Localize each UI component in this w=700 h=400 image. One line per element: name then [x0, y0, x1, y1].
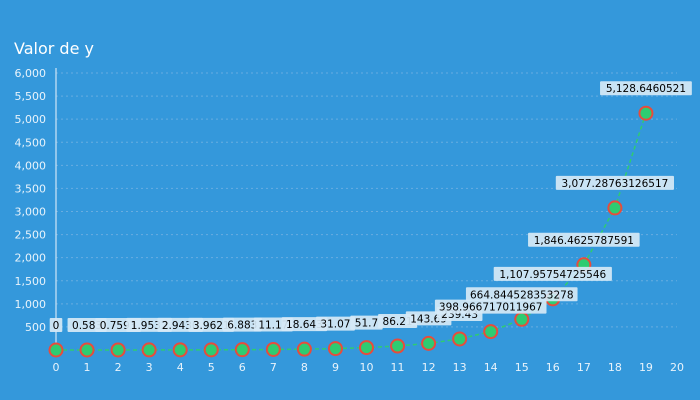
data-label: 1,107.95754725546 [499, 269, 606, 281]
y-tick-label: 500 [25, 321, 46, 334]
data-point [452, 331, 468, 347]
data-label-box [350, 315, 383, 330]
x-tick-label: 20 [670, 361, 684, 374]
data-label: 31.07 [320, 319, 350, 331]
x-tick-label: 7 [270, 361, 277, 374]
x-tick-label: 6 [239, 361, 246, 374]
x-tick-label: 3 [146, 361, 153, 374]
data-point [483, 324, 499, 340]
data-point [390, 338, 406, 354]
x-tick-label: 12 [422, 361, 436, 374]
x-tick-label: 1 [84, 361, 91, 374]
data-label: 664.844528353278 [470, 289, 574, 301]
data-point [327, 341, 343, 357]
x-tick-label: 10 [360, 361, 374, 374]
x-tick-label: 15 [515, 361, 529, 374]
y-tick-label: 1,000 [15, 298, 47, 311]
data-point [172, 342, 188, 358]
data-point [110, 342, 126, 358]
data-label-box [600, 81, 692, 96]
x-tick-label: 11 [391, 361, 405, 374]
data-label: 6.883 [227, 320, 257, 332]
x-tick-label: 4 [177, 361, 184, 374]
x-tick-label: 5 [208, 361, 215, 374]
data-label-box [465, 287, 578, 302]
y-tick-label: 1,500 [15, 275, 47, 288]
data-point [48, 342, 64, 358]
data-point [79, 342, 95, 358]
data-label: 11.17 [258, 319, 288, 331]
y-tick-label: 3,500 [15, 182, 47, 195]
data-point [265, 341, 281, 357]
data-label: 1,846.4625787591 [534, 235, 634, 247]
y-tick-label: 5,000 [15, 113, 47, 126]
data-point [638, 105, 654, 121]
data-label: 3,077.28763126517 [561, 178, 668, 190]
data-label: 51.7 [355, 318, 378, 330]
x-tick-label: 14 [484, 361, 498, 374]
chart-title: Valor de y [14, 39, 94, 58]
data-label-box [315, 316, 355, 331]
x-tick-label: 9 [332, 361, 339, 374]
data-point [607, 200, 623, 216]
data-label: 3.9621 [193, 320, 230, 332]
y-tick-label: 2,000 [15, 252, 47, 265]
data-label-box [49, 318, 63, 332]
data-point [359, 340, 374, 356]
data-label-box [188, 317, 235, 332]
y-tick-label: 2,500 [15, 229, 47, 242]
y-axis: 500 1,000 1,500 2,000 2,500 3,000 3,500 4,000 4,… [15, 67, 47, 334]
data-label-box [528, 232, 640, 247]
grid-layer [56, 72, 677, 328]
x-tick-label: 8 [301, 361, 308, 374]
data-label: 5,128.6460521 [606, 83, 686, 95]
x-tick-label: 17 [577, 361, 591, 374]
data-point [296, 341, 312, 357]
y-tick-label: 6,000 [15, 67, 47, 80]
data-label-box [493, 266, 612, 281]
x-tick-label: 16 [546, 361, 560, 374]
data-label: 18.643 [286, 319, 323, 331]
data-label-box [555, 175, 674, 190]
data-point [234, 342, 250, 358]
data-point [203, 342, 219, 358]
x-tick-label: 13 [453, 361, 467, 374]
data-point [421, 335, 437, 351]
y-tick-label: 3,000 [15, 206, 47, 219]
y-tick-label: 5,500 [15, 90, 47, 103]
x-tick-label: 18 [608, 361, 622, 374]
x-tick-label: 19 [639, 361, 653, 374]
x-tick-label: 2 [115, 361, 122, 374]
data-points [48, 105, 654, 358]
x-tick-label: 0 [53, 361, 60, 374]
data-label: 0.583 [72, 320, 102, 332]
x-axis: 0 1 2 3 4 5 6 7 8 9 10 11 12 13 14 15 16 17 18 19 20 [53, 361, 685, 374]
y-tick-label: 4,500 [15, 136, 47, 149]
data-label-box [434, 299, 547, 314]
data-label: 0 [53, 320, 60, 332]
data-point [141, 342, 157, 358]
data-point [514, 311, 530, 327]
data-label: 86.21 [383, 316, 413, 328]
data-label: 398.966717011967 [439, 302, 543, 314]
y-tick-label: 4,000 [15, 159, 47, 172]
data-label-box [222, 317, 262, 332]
series-line [56, 112, 647, 351]
data-label-box [281, 317, 328, 332]
